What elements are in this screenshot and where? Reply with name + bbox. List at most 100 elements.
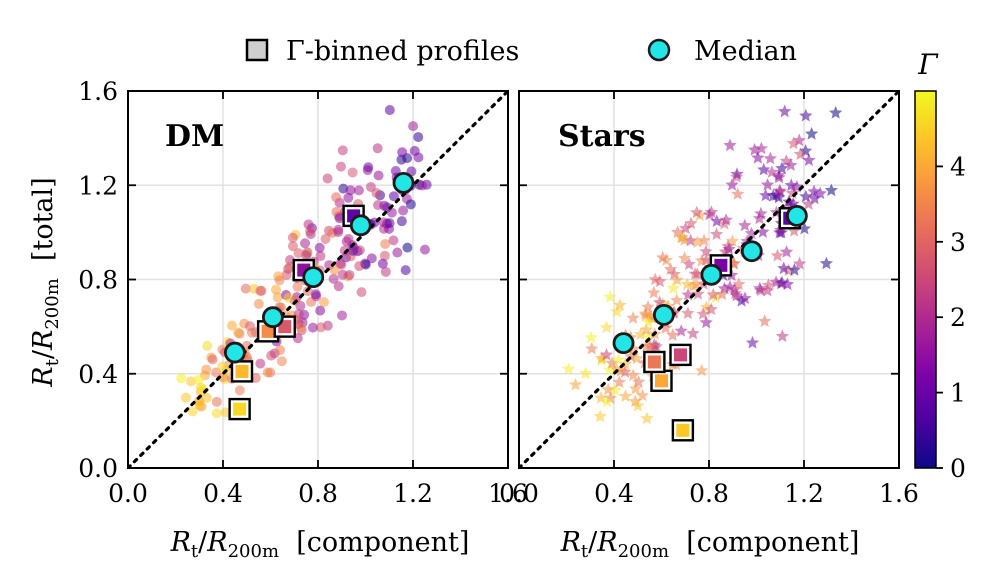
star-point	[603, 290, 617, 303]
x-tick-label: 0.0	[108, 479, 148, 508]
median-point	[785, 204, 808, 227]
star-point	[610, 304, 624, 318]
star-point	[666, 281, 680, 294]
dm-point	[398, 205, 409, 216]
star-point	[618, 389, 633, 402]
star-point	[599, 348, 614, 361]
star-point	[628, 394, 642, 408]
star-point	[595, 351, 609, 364]
binned-profile-fill	[674, 348, 687, 362]
colorbar-label: Γ	[917, 48, 939, 81]
legend: Γ-binned profiles Median	[245, 36, 797, 67]
panel-title: Stars	[558, 119, 646, 154]
star-point	[784, 158, 798, 171]
legend-median-marker	[647, 38, 671, 62]
star-point	[585, 341, 599, 355]
binned-profile-fill	[261, 324, 275, 338]
dm-point	[379, 250, 390, 261]
star-point	[756, 225, 770, 238]
star-point	[730, 167, 744, 180]
star-point	[626, 311, 640, 324]
star-point	[802, 153, 816, 167]
legend-median-label: Median	[694, 36, 797, 67]
legend-binned-label: Γ-binned profiles	[286, 36, 519, 67]
star-point	[784, 178, 798, 192]
star-point	[579, 366, 593, 380]
star-point	[777, 261, 791, 275]
star-point	[695, 254, 709, 267]
colorbar-ticks: 0 1 2 3 4	[936, 152, 966, 483]
dm-point	[195, 382, 206, 393]
star-point	[732, 277, 746, 290]
star-point	[719, 213, 733, 226]
star-point	[738, 291, 752, 305]
x-tick-label: 0.4	[203, 479, 243, 508]
dm-point	[305, 229, 316, 240]
dm-point	[315, 251, 326, 262]
dm-point	[211, 396, 222, 407]
star-point	[715, 287, 729, 301]
star-point	[628, 381, 643, 395]
star-point	[759, 188, 773, 202]
dm-point	[416, 180, 427, 191]
star-point	[561, 362, 576, 375]
dm-point	[419, 244, 430, 255]
star-point	[786, 136, 801, 150]
star-point	[696, 307, 710, 320]
dm-point	[300, 238, 311, 249]
star-point	[640, 411, 654, 425]
star-point	[670, 293, 684, 307]
star-point	[807, 191, 822, 205]
x-tick-label: 0.4	[594, 479, 634, 508]
dm-point	[333, 227, 344, 238]
star-point	[697, 233, 711, 247]
dm-point	[377, 258, 388, 269]
star-point	[686, 326, 700, 340]
star-point	[648, 272, 662, 286]
panel-title: DM	[165, 119, 224, 154]
x-tick-label: 1.6	[488, 479, 528, 508]
colorbar-tick-label: 0	[950, 454, 966, 483]
star-point	[792, 256, 807, 270]
dm-point	[234, 385, 245, 396]
star-point	[638, 306, 652, 320]
dm-point	[356, 287, 367, 298]
one-to-one-line	[128, 91, 508, 468]
dm-point	[314, 242, 325, 253]
star-point	[725, 177, 739, 191]
star-point	[787, 263, 801, 276]
dm-point	[193, 374, 204, 385]
dm-point	[253, 298, 264, 309]
dm-point	[207, 354, 218, 365]
dm-point	[413, 132, 424, 143]
dm-point	[400, 265, 411, 276]
x-tick-label: 1.2	[393, 479, 433, 508]
dm-point	[275, 345, 286, 356]
star-point	[679, 221, 693, 235]
star-point	[797, 221, 812, 235]
x-tick-label: 0.0	[499, 479, 539, 508]
dm-point	[322, 173, 333, 184]
median-point	[700, 263, 723, 286]
dm-point	[211, 408, 222, 419]
star-point	[744, 226, 759, 240]
star-point	[813, 186, 827, 200]
x-tick-label: 0.8	[298, 479, 338, 508]
dm-point	[292, 281, 303, 292]
star-point	[653, 274, 667, 288]
star-point	[772, 183, 787, 197]
dm-point	[363, 162, 374, 173]
star-point	[723, 280, 737, 293]
dm-point	[353, 185, 364, 196]
binned-profile-fill	[676, 423, 690, 437]
star-point	[630, 351, 644, 365]
star-point	[690, 267, 704, 280]
dm-point	[274, 275, 285, 286]
binned-profile-fill	[235, 364, 249, 378]
star-point	[666, 328, 680, 341]
dm-point	[185, 376, 196, 387]
star-point	[775, 275, 789, 289]
star-point	[819, 256, 833, 270]
star-point	[568, 377, 583, 391]
star-point	[824, 183, 838, 197]
